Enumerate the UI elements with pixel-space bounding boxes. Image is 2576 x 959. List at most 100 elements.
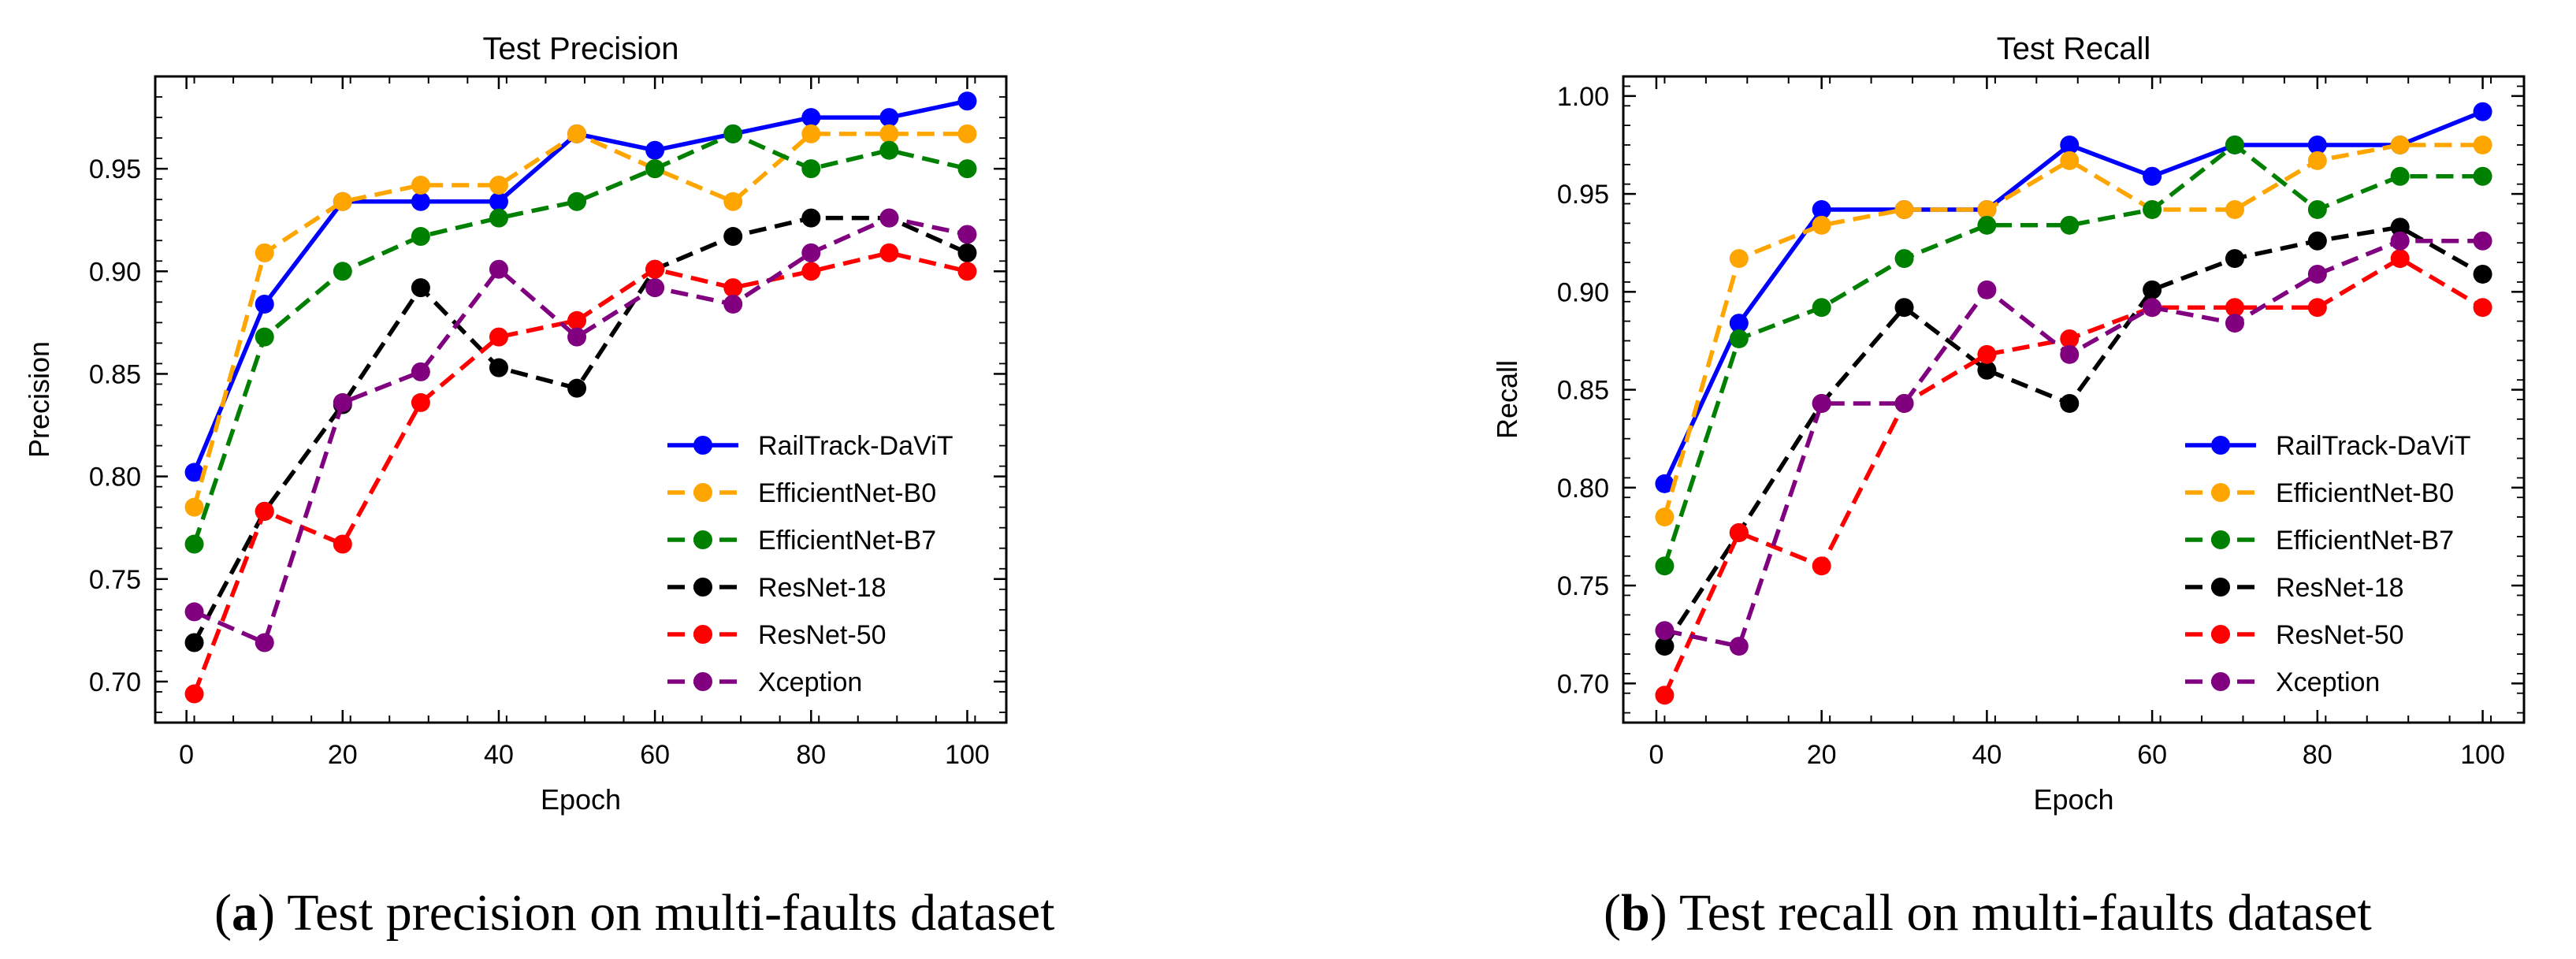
caption-b-text: Test recall on multi-faults dataset	[1679, 884, 2372, 942]
test-precision-ytick-label: 0.95	[89, 154, 141, 184]
test-recall-xtick-label: 0	[1649, 740, 1663, 770]
test-recall-series-railtrack-davit-point	[2060, 135, 2080, 154]
test-recall-ytick-label: 0.90	[1557, 277, 1609, 307]
precision-chart-panel: Test Precision 0 20 40 60 80 100 0.70 0.75 0.80 0.…	[23, 32, 1008, 816]
test-precision-legend-label-resnet-50: ResNet-50	[758, 620, 887, 650]
test-precision-ytick-label: 0.90	[89, 257, 141, 287]
test-precision-xtick-label: 100	[945, 740, 990, 770]
test-recall-series-efficientnet-b7-point	[1812, 298, 1831, 318]
test-recall-series-resnet-50-point	[1655, 686, 1675, 705]
test-recall-series-efficientnet-b0-point	[1894, 199, 1914, 219]
test-precision-xtick-label: 60	[640, 740, 670, 770]
test-recall-plot-frame	[1622, 75, 2526, 724]
test-recall-series-resnet-18-point	[2390, 217, 2410, 237]
test-recall-series-railtrack-davit-point	[1655, 474, 1675, 493]
test-recall-series-xception-point	[2473, 231, 2492, 251]
test-precision-title: Test Precision	[483, 32, 679, 66]
test-recall-ylabel: Recall	[1491, 360, 1523, 439]
test-precision-legend-marker-resnet-50	[693, 625, 712, 644]
test-recall-series-xception-point	[2143, 298, 2162, 318]
caption-a-letter: a	[232, 884, 258, 942]
test-recall-series-efficientnet-b7-point	[1894, 249, 1914, 269]
test-recall-series-efficientnet-b7-point	[1655, 556, 1675, 576]
test-recall-series-resnet-18-point	[1894, 298, 1914, 318]
test-precision-series-resnet-50-point	[255, 501, 274, 521]
test-recall-series-efficientnet-b7-point	[2060, 215, 2080, 235]
test-precision-series-xception-point	[184, 602, 204, 622]
test-recall-legend-marker-resnet-50	[2211, 625, 2230, 644]
test-precision-series-efficientnet-b0-point	[184, 497, 204, 517]
test-precision-series-efficientnet-b7-line	[191, 132, 968, 545]
test-recall-legend-marker-railtrack-davit	[2211, 436, 2230, 455]
test-recall-series-railtrack-davit-point	[2143, 166, 2162, 186]
test-precision-series-resnet-50-point	[184, 684, 204, 704]
test-recall-series-efficientnet-b0-point	[2390, 135, 2410, 154]
test-recall-series-resnet-18-point	[2307, 231, 2327, 251]
test-recall-series-efficientnet-b0-point	[1729, 249, 1749, 269]
test-recall-series-resnet-50-point	[1977, 344, 1997, 364]
caption-b: (b) Test recall on multi-faults dataset	[1604, 884, 2372, 942]
test-recall-xtick-label: 20	[1807, 740, 1837, 770]
test-precision-series-xception-point	[645, 278, 665, 298]
test-precision-series-railtrack-davit-point	[411, 191, 430, 211]
test-precision-series-efficientnet-b7-point	[879, 140, 899, 160]
test-precision-series-efficientnet-b0-point	[957, 124, 977, 143]
test-precision-series-resnet-18-point	[723, 227, 743, 247]
test-precision-legend-marker-railtrack-davit	[693, 436, 712, 455]
test-precision-ytick-label: 0.70	[89, 667, 141, 697]
test-precision-series-efficientnet-b7-point	[957, 159, 977, 179]
test-precision-series-efficientnet-b7-point	[333, 262, 352, 281]
test-precision-series-railtrack-davit-point	[957, 91, 977, 111]
test-recall-series-resnet-50-point	[2390, 249, 2410, 269]
test-precision-legend-marker-resnet-18	[693, 578, 712, 597]
test-recall-legend-marker-efficientnet-b0	[2211, 483, 2230, 502]
test-precision-series-railtrack-davit-point	[645, 140, 665, 160]
test-recall-series-efficientnet-b7-point	[2225, 135, 2244, 154]
test-precision-legend-label-railtrack-davit: RailTrack-DaViT	[758, 431, 953, 461]
test-precision-series-resnet-50-point	[645, 259, 665, 279]
test-precision-xtick-label: 80	[796, 740, 826, 770]
test-recall-series-xception-point	[1977, 280, 1997, 299]
test-precision-series-xception-point	[879, 208, 899, 228]
test-recall-series-xception-point	[1655, 621, 1675, 641]
test-recall-ytick-label: 0.80	[1557, 474, 1609, 504]
test-recall-ytick-label: 0.85	[1557, 376, 1609, 406]
test-precision-xtick-label: 40	[484, 740, 514, 770]
test-precision-series-resnet-18-point	[184, 633, 204, 652]
test-recall-legend-label-xception: Xception	[2276, 667, 2380, 697]
test-precision-series-efficientnet-b0-point	[333, 191, 352, 211]
test-recall-legend-marker-resnet-18	[2211, 578, 2230, 597]
test-recall-series-efficientnet-b7-point	[1729, 329, 1749, 348]
test-recall-series-efficientnet-b0-point	[2060, 151, 2080, 170]
test-precision-series-railtrack-davit-line	[191, 99, 968, 474]
test-precision-series-resnet-50-point	[567, 310, 587, 330]
test-precision-series-railtrack-davit-point	[801, 108, 821, 128]
test-precision-ytick-label: 0.85	[89, 359, 141, 389]
caption-a-text: Test precision on multi-faults dataset	[287, 884, 1054, 942]
test-precision-ytick-label: 0.80	[89, 463, 141, 493]
test-recall-series-resnet-50-point	[2473, 298, 2492, 318]
test-precision-series-efficientnet-b0-point	[489, 175, 508, 195]
test-precision-series-xception-point	[957, 225, 977, 244]
test-recall-legend-label-resnet-50: ResNet-50	[2276, 620, 2404, 650]
test-precision-series-resnet-18-point	[801, 208, 821, 228]
test-recall-legend-marker-efficientnet-b7	[2211, 530, 2230, 549]
test-precision-series-resnet-18-point	[489, 358, 508, 377]
test-precision-series-resnet-50-point	[957, 262, 977, 281]
test-recall-series-efficientnet-b0-line	[1662, 143, 2483, 518]
test-recall-series-resnet-18-point	[2060, 393, 2080, 413]
test-precision-series-resnet-50-point	[723, 278, 743, 298]
test-recall-series-railtrack-davit-point	[1812, 199, 1831, 219]
test-recall-series-efficientnet-b7-point	[2143, 199, 2162, 219]
test-recall-series-railtrack-davit-point	[1729, 314, 1749, 333]
recall-chart-panel: Test Recall 0 20 40 60 80 100 0.70 0.75 0.80 0.85 0…	[1491, 32, 2526, 816]
test-recall-series-efficientnet-b0-point	[1655, 507, 1675, 527]
test-recall-series-resnet-18-point	[1977, 360, 1997, 380]
test-precision-series-xception-point	[489, 259, 508, 279]
test-precision-series-railtrack-davit-point	[255, 294, 274, 314]
test-recall-legend-label-efficientnet-b0: EfficientNet-B0	[2276, 478, 2454, 508]
test-precision-plot-frame	[154, 75, 1008, 724]
test-precision-ytick-label: 0.75	[89, 565, 141, 595]
test-precision-series-efficientnet-b7-point	[801, 159, 821, 179]
